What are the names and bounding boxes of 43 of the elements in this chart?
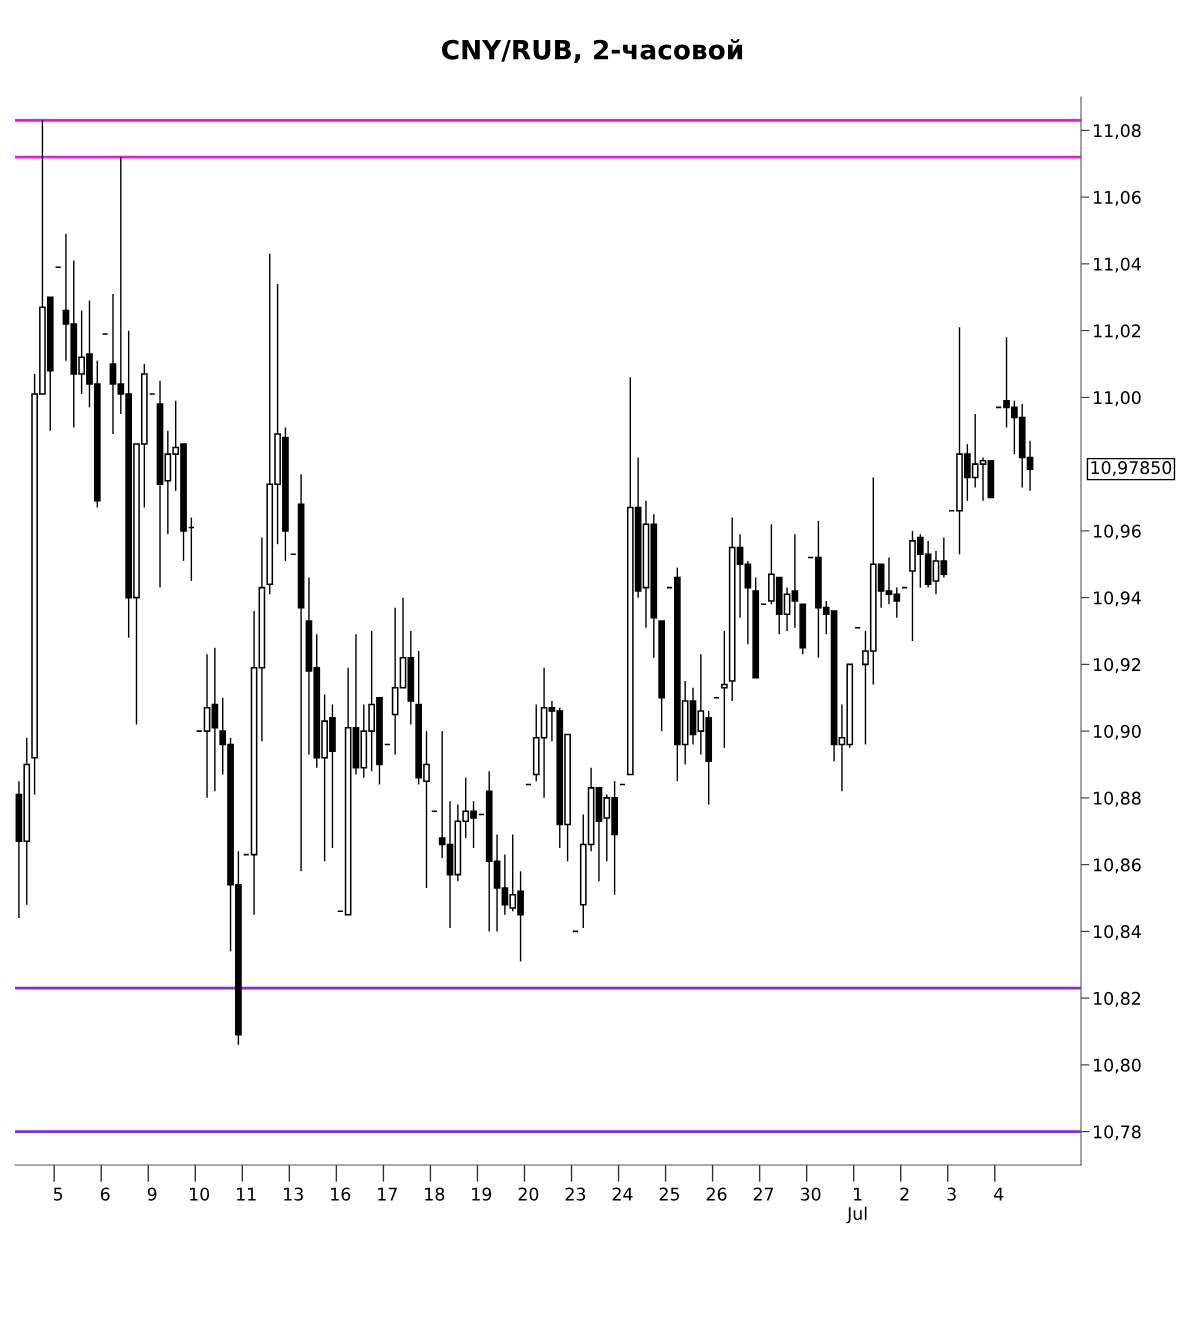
x-tick-label: 18: [425, 1187, 445, 1201]
y-tick-label: 11,08: [1094, 124, 1141, 139]
x-tick-label: 30: [800, 1187, 821, 1201]
text: 10,97850: [1091, 461, 1172, 476]
x-tick-label: 26: [706, 1187, 727, 1201]
x-tick-label: 1 Jul: [846, 1187, 867, 1224]
x-tick-label: 10: [190, 1187, 210, 1201]
y-tick-label: 10,78: [1094, 1125, 1141, 1141]
y-tick-label: 10,88: [1094, 791, 1141, 807]
y-tick-label: 10,86: [1094, 858, 1141, 874]
y-tick-label: 11,06: [1094, 190, 1141, 206]
x-tick-label: 16: [331, 1187, 351, 1201]
x-tick-label: 6: [100, 1187, 110, 1201]
y-tick-label: 10,80: [1094, 1058, 1141, 1074]
candlestick: [791, 533, 799, 629]
x-tick-label: 17: [378, 1187, 397, 1201]
y-tick-label: 10,96: [1094, 524, 1141, 540]
candlestick: [203, 653, 211, 799]
y-tick-label: 10,82: [1094, 991, 1141, 1007]
y-tick-label: 10,92: [1094, 658, 1141, 673]
y-tick-label: 11,04: [1094, 257, 1141, 273]
y-tick-label: 11,00: [1094, 391, 1141, 406]
x-tick-label: 11: [237, 1187, 256, 1201]
y-tick-label: 10,94: [1094, 591, 1141, 607]
candlestick: [211, 646, 219, 792]
chart-title: CNY/RUB, 2-часовой: [442, 39, 743, 64]
x-tick-label: 23: [565, 1187, 586, 1201]
x-tick-label: 19: [472, 1187, 492, 1201]
y-tick-label: 10,90: [1094, 724, 1141, 740]
x-tick-label: 25: [659, 1187, 680, 1201]
y-tick-label: 10,84: [1094, 925, 1141, 940]
x-tick-label: 9: [147, 1187, 157, 1201]
x-tick-label: 2: [900, 1187, 909, 1201]
x-tick-label: 24: [612, 1187, 633, 1201]
y-tick-label: 11,02: [1094, 324, 1141, 340]
x-tick-label: 5: [53, 1187, 63, 1201]
candlestick: [744, 560, 752, 646]
x-tick-label: 20: [518, 1187, 539, 1201]
candlestick: [721, 630, 728, 749]
x-tick-label: 27: [753, 1187, 774, 1201]
x-tick-label: 13: [284, 1187, 303, 1201]
x-tick-label: 3: [947, 1187, 956, 1201]
x-tick-label: 4: [994, 1187, 1004, 1201]
